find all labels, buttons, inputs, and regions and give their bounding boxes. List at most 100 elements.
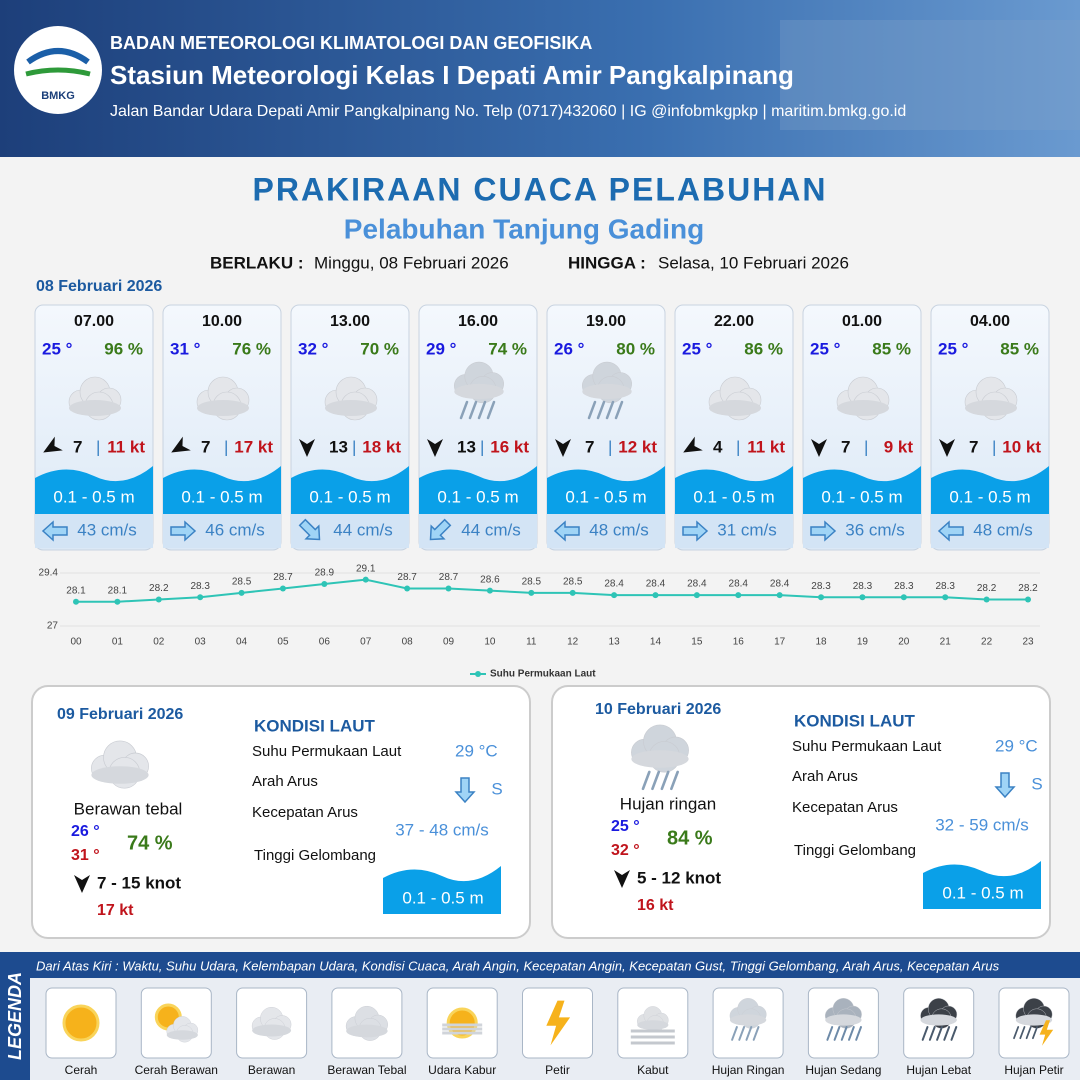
card-time: 04.00 (970, 313, 1010, 330)
sst-value-label: 28.4 (729, 579, 749, 590)
card-wind: 13 (457, 437, 476, 456)
sst-point (362, 576, 369, 583)
wave-shape (35, 466, 153, 514)
card-current: 44 cm/s (461, 520, 521, 539)
cloud-icon (196, 376, 250, 421)
legend-swatch-dot (475, 671, 481, 677)
card-time: 13.00 (330, 313, 370, 330)
cloud-shade (454, 383, 504, 400)
card-gust: 11 kt (107, 437, 145, 456)
sst-point (652, 592, 659, 599)
card-gust: 9 kt (884, 437, 914, 456)
legend-item-label: Petir (545, 1063, 570, 1077)
sst-point (279, 585, 286, 592)
header-decoration (780, 20, 1080, 130)
current-arrow (682, 520, 709, 542)
sst-point (900, 594, 907, 601)
card-current: 44 cm/s (333, 520, 393, 539)
card-temp: 25 ° (42, 339, 73, 358)
cloud-shade (197, 400, 249, 416)
sst-value-label: 28.7 (273, 572, 293, 583)
card-gust: 17 kt (234, 437, 273, 456)
card-gust: 12 kt (618, 437, 657, 456)
rain-drop (1025, 1026, 1032, 1040)
sst-point (1025, 596, 1031, 603)
card-current: 48 cm/s (589, 520, 649, 539)
cloud-shade (91, 766, 149, 784)
wind-arrow (74, 875, 90, 893)
card-wave: 0.1 - 0.5 m (821, 487, 902, 506)
logo-text: BMKG (41, 90, 75, 102)
current-arrow (810, 520, 837, 542)
sst-value-label: 28.1 (66, 585, 86, 596)
sst-value-label: 28.1 (108, 585, 128, 596)
rain-drop (660, 770, 670, 791)
sst-value-label: 28.2 (977, 583, 997, 594)
sst-value-label: 28.3 (811, 581, 831, 592)
separator: | (736, 437, 740, 456)
legend-item-label: Kabut (637, 1063, 669, 1077)
rain-drop (614, 400, 624, 420)
valid-from: Minggu, 08 Februari 2026 (314, 253, 509, 272)
wave-shape (803, 466, 921, 514)
card-humidity: 96 % (104, 339, 143, 358)
separator: | (352, 437, 356, 456)
cloud-icon (729, 998, 767, 1029)
card-time: 01.00 (842, 313, 882, 330)
rain-drop (826, 1026, 834, 1041)
sst-value-label: 28.5 (522, 577, 542, 588)
card-wind: 4 (713, 437, 723, 456)
separator: | (480, 437, 484, 456)
card-temp: 26 ° (554, 339, 585, 358)
panel-date: 09 Februari 2026 (57, 706, 183, 723)
rain-drop (477, 400, 487, 420)
rain-drop (833, 1026, 841, 1041)
cloud-shade (325, 400, 377, 416)
panel-temp-max: 32 ° (611, 842, 640, 859)
panel-humidity: 74 % (127, 832, 173, 854)
y-tick-label: 27 (47, 621, 59, 632)
card-humidity: 74 % (488, 339, 527, 358)
x-tick-label: 11 (526, 637, 537, 648)
card-current: 31 cm/s (717, 520, 777, 539)
sst-point (983, 596, 990, 603)
legend-title: LEGENDA (5, 972, 25, 1060)
card-humidity: 80 % (616, 339, 655, 358)
sst-value-label: 28.4 (646, 579, 666, 590)
x-tick-label: 05 (277, 637, 289, 648)
x-tick-label: 03 (195, 637, 207, 648)
header-band (0, 0, 1080, 157)
rain-drop (651, 770, 661, 791)
sst-value-label: 29.1 (356, 563, 376, 574)
sst-value-label: 28.7 (397, 572, 417, 583)
card-wave: 0.1 - 0.5 m (309, 487, 390, 506)
sst-point (611, 592, 618, 599)
rain-drop (670, 770, 679, 791)
sst-value-label: 28.3 (190, 581, 210, 592)
current-speed-label: Kecepatan Arus (792, 799, 898, 816)
x-tick-label: 07 (360, 637, 372, 648)
rain-drop (605, 400, 615, 420)
panel-temp-min: 25 ° (611, 818, 640, 835)
x-tick-label: 21 (940, 637, 952, 648)
subtitle: Pelabuhan Tanjung Gading (344, 213, 704, 244)
card-wave: 0.1 - 0.5 m (693, 487, 774, 506)
current-arrow (454, 777, 476, 804)
cloud-icon (251, 1007, 292, 1040)
wave-shape (291, 466, 409, 514)
rain-drop (596, 400, 606, 420)
current-dir-label: Arah Arus (792, 768, 858, 785)
cloud-icon (68, 376, 122, 421)
panel-date: 10 Februari 2026 (595, 701, 721, 718)
sst-point (942, 594, 949, 601)
cloud-shade (631, 750, 689, 768)
station-address: Jalan Bandar Udara Depati Amir Pangkalpi… (110, 103, 906, 120)
logo-wave (25, 67, 91, 77)
cloud-shade (965, 400, 1017, 416)
bolt-icon (1039, 1020, 1054, 1046)
sst-point (776, 592, 783, 599)
valid-from-label: BERLAKU : (210, 253, 304, 272)
sea-title: KONDISI LAUT (254, 716, 376, 735)
card-humidity: 76 % (232, 339, 271, 358)
